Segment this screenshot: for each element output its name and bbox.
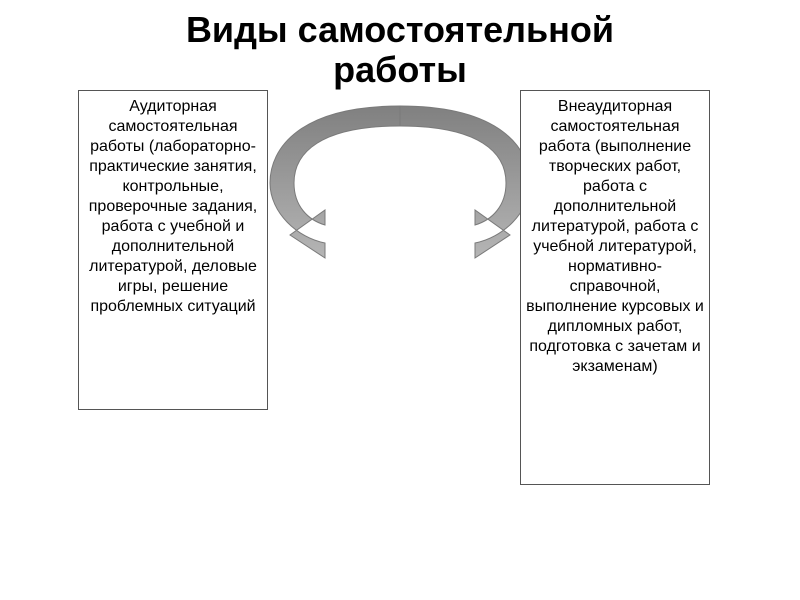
center-arrows — [260, 88, 540, 283]
right-info-box: Внеаудиторная самостоятельная работа (вы… — [520, 90, 710, 485]
left-arrow — [270, 106, 400, 258]
title-line1: Виды самостоятельной — [186, 9, 614, 50]
right-arrow — [400, 106, 530, 258]
curved-arrows-svg — [260, 88, 540, 278]
right-box-text: Внеаудиторная самостоятельная работа (вы… — [526, 98, 704, 375]
title-line2: работы — [333, 49, 467, 90]
left-box-text: Аудиторная самостоятельная работы (лабор… — [89, 98, 258, 315]
left-info-box: Аудиторная самостоятельная работы (лабор… — [78, 90, 268, 410]
page-title: Виды самостоятельной работы — [0, 10, 800, 89]
